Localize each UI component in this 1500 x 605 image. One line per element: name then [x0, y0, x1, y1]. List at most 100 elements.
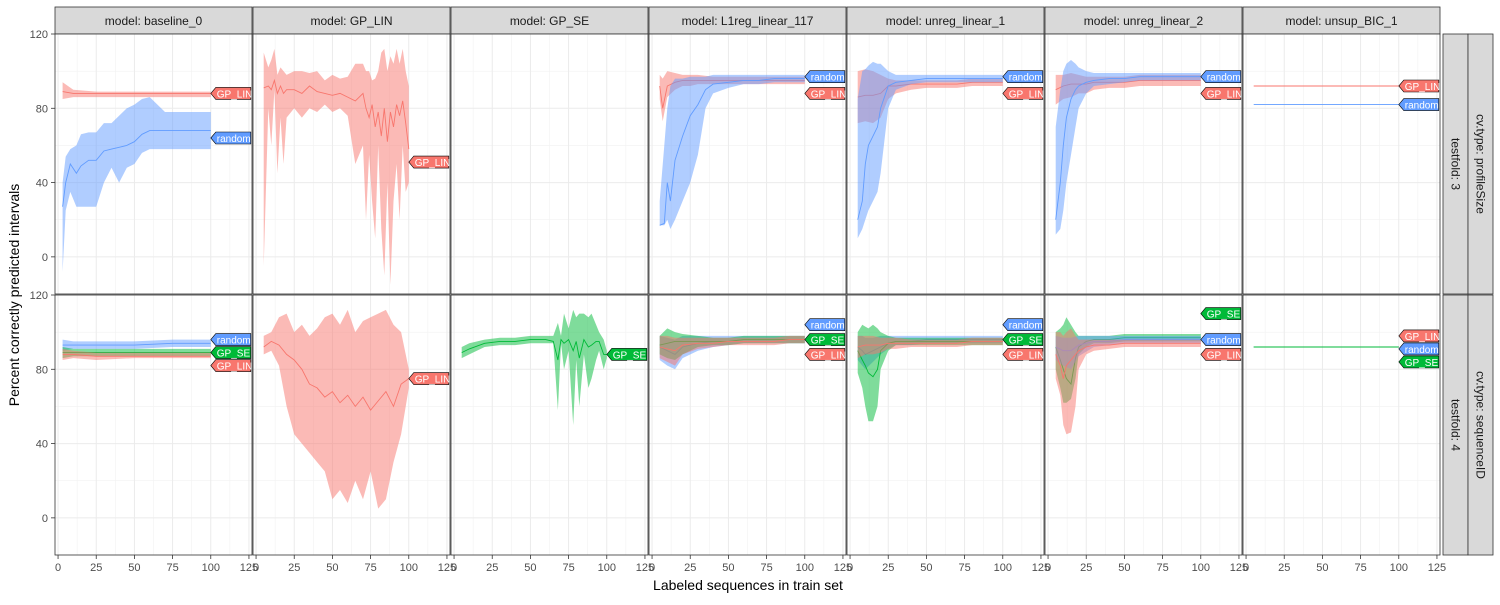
direct-label-box-random: [804, 70, 846, 83]
direct-label-gp_se: GP_SE: [217, 349, 251, 360]
direct-label-gp_lin: GP_LIN: [415, 158, 451, 169]
series-ribbon-random: [857, 61, 1003, 239]
direct-label-random: random: [811, 73, 845, 84]
series-ribbon-gp_lin: [1055, 328, 1201, 435]
direct-label-box-random: [210, 131, 252, 145]
facet-strip-column-label: model: L1reg_linear_117: [682, 14, 814, 28]
facet-strip-row-outer: [1467, 294, 1494, 556]
direct-label-box-gp_lin: [1398, 79, 1440, 93]
panel-grid: [1243, 34, 1440, 294]
direct-label-random: random: [1207, 73, 1241, 84]
x-tick-label: 25: [486, 562, 498, 574]
x-tick-label: 75: [364, 562, 376, 574]
facet-strip-row-inner-label: testfold: 3: [1449, 138, 1463, 190]
panel-data: [62, 82, 211, 272]
panel-grid: [451, 34, 648, 294]
x-tick-label: 50: [326, 562, 338, 574]
direct-label-gp_se: GP_SE: [1207, 310, 1241, 321]
y-tick-label: 40: [36, 178, 48, 190]
panel-data: [857, 61, 1003, 239]
facet-strip-column: [1044, 6, 1243, 35]
x-tick-label: 0: [847, 562, 853, 574]
y-tick-label: 80: [36, 364, 48, 376]
x-tick-label: 100: [598, 562, 616, 574]
panel-border: [1044, 294, 1243, 556]
series-line-random: [659, 78, 805, 226]
direct-label-box-gp_lin: [1398, 329, 1440, 343]
series-ribbon-gp_se: [461, 309, 607, 425]
series-line-random: [62, 130, 211, 207]
x-tick-label: 100: [1192, 562, 1210, 574]
direct-label-box-gp_lin: [1200, 348, 1242, 361]
x-tick-label: 0: [649, 562, 655, 574]
direct-label-box-random: [1200, 70, 1242, 83]
direct-label-box-gp_lin: [804, 87, 846, 100]
direct-label-box-gp_lin: [210, 87, 252, 100]
panel-data: [659, 71, 805, 230]
x-tick-label: 50: [1316, 562, 1328, 574]
facet-strip-column: [54, 6, 253, 35]
facet-strip-column-label: model: unreg_linear_1: [886, 14, 1006, 28]
series-line-gp_lin: [659, 339, 805, 352]
panel-data: [1055, 60, 1201, 235]
direct-label-box-random: [1002, 318, 1044, 332]
panel-border: [1242, 294, 1441, 556]
x-tick-label: 75: [562, 562, 574, 574]
panel-data: [263, 309, 410, 509]
x-tick-label: 100: [796, 562, 814, 574]
direct-label-box-gp_lin: [408, 155, 450, 169]
panel-border: [648, 294, 847, 556]
x-tick-label: 0: [1045, 562, 1051, 574]
direct-label-gp_se: GP_SE: [613, 350, 647, 361]
x-tick-label: 50: [524, 562, 536, 574]
direct-label-box-gp_se: [1398, 355, 1440, 369]
x-tick-label: 25: [288, 562, 300, 574]
series-ribbon-random: [62, 97, 211, 272]
facet-strip-column: [648, 6, 847, 35]
x-tick-label: 125: [636, 562, 654, 574]
series-ribbon-gp_lin: [857, 335, 1003, 359]
series-line-gp_lin: [263, 78, 410, 150]
x-tick-label: 0: [451, 562, 457, 574]
series-line-random: [1055, 76, 1201, 220]
series-line-gp_lin: [62, 91, 211, 94]
direct-label-random: random: [1207, 336, 1241, 347]
x-axis-title: Labeled sequences in train set: [653, 577, 843, 593]
x-tick-label: 25: [1080, 562, 1092, 574]
facet-strip-column-label: model: GP_SE: [510, 14, 589, 28]
x-tick-label: 0: [1243, 562, 1249, 574]
y-tick-label: 0: [42, 252, 48, 264]
panel-data: [659, 328, 805, 370]
y-axis-title: Percent correctly predicted intervals: [6, 184, 22, 407]
direct-label-box-gp_se: [210, 346, 252, 359]
facet-strip-column-label: model: baseline_0: [105, 14, 203, 28]
direct-label-box-gp_lin: [408, 372, 450, 385]
direct-label-random: random: [217, 134, 251, 145]
direct-label-box-gp_lin: [1002, 348, 1044, 361]
direct-label-gp_lin: GP_LIN: [415, 375, 451, 386]
x-tick-label: 75: [166, 562, 178, 574]
direct-label-gp_lin: GP_LIN: [1207, 89, 1243, 100]
direct-label-box-gp_se: [804, 333, 846, 346]
facet-strip-column-label: model: unreg_linear_2: [1084, 14, 1204, 28]
y-tick-label: 40: [36, 439, 48, 451]
x-tick-label: 25: [684, 562, 696, 574]
series-line-random: [857, 78, 1003, 220]
direct-label-box-random: [804, 318, 846, 332]
x-tick-label: 0: [55, 562, 61, 574]
panel-border: [450, 294, 649, 556]
direct-label-gp_lin: GP_LIN: [811, 350, 847, 361]
direct-label-random: random: [217, 336, 251, 347]
direct-label-gp_lin: GP_LIN: [217, 89, 253, 100]
series-ribbon-random: [659, 74, 805, 230]
direct-label-box-random: [1200, 333, 1242, 346]
direct-label-box-random: [1002, 70, 1044, 83]
x-tick-label: 125: [1428, 562, 1446, 574]
direct-label-gp_lin: GP_LIN: [1207, 350, 1243, 361]
x-tick-label: 100: [202, 562, 220, 574]
x-tick-label: 50: [722, 562, 734, 574]
series-ribbon-gp_lin: [62, 82, 211, 99]
series-ribbon-random: [1055, 60, 1201, 235]
